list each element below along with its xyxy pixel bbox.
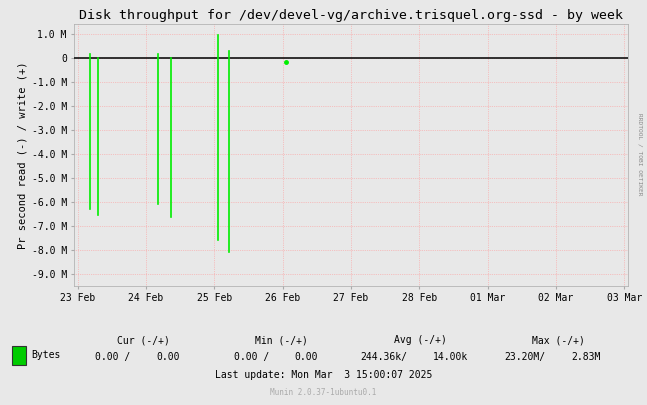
Text: Last update: Mon Mar  3 15:00:07 2025: Last update: Mon Mar 3 15:00:07 2025: [215, 370, 432, 379]
Text: Avg (-/+): Avg (-/+): [394, 335, 446, 345]
Text: Cur (-/+): Cur (-/+): [117, 335, 170, 345]
Text: 2.83M: 2.83M: [571, 352, 601, 362]
Title: Disk throughput for /dev/devel-vg/archive.trisquel.org-ssd - by week: Disk throughput for /dev/devel-vg/archiv…: [79, 9, 623, 22]
Text: Max (-/+): Max (-/+): [532, 335, 585, 345]
Text: RRDTOOL / TOBI OETIKER: RRDTOOL / TOBI OETIKER: [637, 113, 642, 195]
Text: 23.20M/: 23.20M/: [505, 352, 545, 362]
Text: 14.00k: 14.00k: [433, 352, 468, 362]
Text: 244.36k/: 244.36k/: [360, 352, 407, 362]
Text: 0.00 /: 0.00 /: [234, 352, 269, 362]
Text: 0.00 /: 0.00 /: [95, 352, 131, 362]
Text: 0.00: 0.00: [157, 352, 180, 362]
Text: Min (-/+): Min (-/+): [256, 335, 308, 345]
Y-axis label: Pr second read (-) / write (+): Pr second read (-) / write (+): [17, 61, 27, 249]
Text: Bytes: Bytes: [31, 350, 60, 360]
Text: 0.00: 0.00: [295, 352, 318, 362]
Text: Munin 2.0.37-1ubuntu0.1: Munin 2.0.37-1ubuntu0.1: [270, 388, 377, 397]
